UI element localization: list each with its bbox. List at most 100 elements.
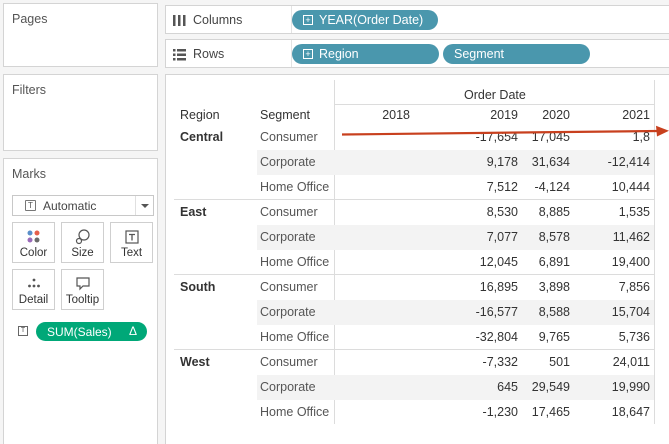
sales-cell[interactable]: 16,895 — [479, 280, 518, 294]
header-rule — [334, 104, 655, 105]
sales-cell[interactable]: -1,230 — [482, 405, 518, 419]
year-order-date-pill[interactable]: + YEAR(Order Date) — [292, 10, 438, 30]
tooltip-label: Tooltip — [65, 294, 100, 306]
row-band — [257, 375, 654, 400]
sales-cell[interactable]: -7,332 — [482, 355, 518, 369]
sales-cell[interactable]: 7,512 — [486, 180, 518, 194]
segment-label[interactable]: Corporate — [260, 155, 316, 169]
segment-label[interactable]: Corporate — [260, 230, 316, 244]
text-button[interactable]: Text — [110, 222, 153, 263]
sales-cell[interactable]: 8,530 — [486, 205, 518, 219]
rows-shelf-label: Rows — [173, 47, 291, 64]
expand-plus-icon[interactable]: + — [303, 49, 313, 59]
annotation-arrow — [341, 125, 669, 137]
sales-cell[interactable]: 17,045 — [531, 130, 570, 144]
segment-label[interactable]: Consumer — [260, 130, 318, 144]
sales-cell[interactable]: 18,647 — [611, 405, 650, 419]
segment-label[interactable]: Consumer — [260, 205, 318, 219]
tooltip-button[interactable]: Tooltip — [61, 269, 104, 310]
sales-cell[interactable]: 1,8 — [632, 130, 650, 144]
segment-label[interactable]: Corporate — [260, 305, 316, 319]
region-divider — [174, 349, 655, 350]
mark-type-label: Automatic — [43, 199, 97, 213]
segment-label[interactable]: Consumer — [260, 280, 318, 294]
row-band — [257, 225, 654, 250]
pages-title: Pages — [12, 12, 48, 26]
segment-header[interactable]: Segment — [260, 108, 311, 122]
sales-cell[interactable]: -32,804 — [475, 330, 518, 344]
sales-cell[interactable]: 8,578 — [538, 230, 570, 244]
sales-cell[interactable]: 9,765 — [538, 330, 570, 344]
sales-cell[interactable]: 10,444 — [611, 180, 650, 194]
region-label[interactable]: Central — [180, 130, 224, 144]
year-header-2018[interactable]: 2018 — [382, 108, 410, 122]
annotation-arrow-head — [656, 125, 669, 137]
sales-cell[interactable]: 15,704 — [611, 305, 650, 319]
region-label[interactable]: West — [180, 355, 210, 369]
mark-type-dropdown[interactable]: T Automatic — [12, 195, 154, 216]
columns-icon — [173, 15, 186, 26]
sales-cell[interactable]: 24,011 — [612, 355, 650, 369]
sales-cell[interactable]: 7,077 — [486, 230, 518, 244]
segment-label[interactable]: Home Office — [260, 330, 330, 344]
sales-cell[interactable]: 11,462 — [612, 230, 650, 244]
expand-plus-icon[interactable]: + — [303, 15, 313, 25]
year-header-2020[interactable]: 2020 — [542, 108, 570, 122]
sales-cell[interactable]: 3,898 — [538, 280, 570, 294]
size-icon — [62, 228, 103, 246]
segment-pill[interactable]: Segment — [443, 44, 590, 64]
sales-cell[interactable]: 19,400 — [611, 255, 650, 269]
size-button[interactable]: Size — [61, 222, 104, 263]
sales-cell[interactable]: 501 — [549, 355, 570, 369]
sales-cell[interactable]: 12,045 — [479, 255, 518, 269]
sales-cell[interactable]: 6,891 — [538, 255, 570, 269]
sales-cell[interactable]: 1,535 — [618, 205, 650, 219]
sales-cell[interactable]: 9,178 — [486, 155, 518, 169]
year-header-2019[interactable]: 2019 — [490, 108, 518, 122]
sales-cell[interactable]: 645 — [497, 380, 518, 394]
region-header[interactable]: Region — [180, 108, 220, 122]
segment-label[interactable]: Home Office — [260, 255, 330, 269]
rows-icon — [173, 49, 186, 61]
sales-cell[interactable]: 8,885 — [538, 205, 570, 219]
text-icon — [111, 228, 152, 246]
detail-button[interactable]: Detail — [12, 269, 55, 310]
color-button[interactable]: Color — [12, 222, 55, 263]
sales-cell[interactable]: 8,588 — [538, 305, 570, 319]
sales-cell[interactable]: 31,634 — [531, 155, 570, 169]
sum-sales-pill[interactable]: SUM(Sales) Δ — [36, 322, 147, 341]
header-divider — [334, 80, 335, 424]
marks-title: Marks — [12, 167, 47, 181]
year-order-date-label: YEAR(Order Date) — [319, 13, 424, 27]
sales-cell[interactable]: -16,577 — [475, 305, 518, 319]
chevron-down-icon[interactable] — [135, 196, 153, 215]
region-pill[interactable]: + Region — [292, 44, 439, 64]
row-band — [257, 300, 654, 325]
annotation-arrow-line — [341, 129, 659, 136]
year-header-2021[interactable]: 2021 — [622, 108, 650, 122]
sales-cell[interactable]: 19,990 — [611, 380, 650, 394]
segment-label[interactable]: Consumer — [260, 355, 318, 369]
sales-cell[interactable]: 5,736 — [618, 330, 650, 344]
tooltip-icon — [62, 275, 103, 293]
sales-cell[interactable]: -12,414 — [607, 155, 650, 169]
size-label: Size — [71, 247, 94, 259]
filters-title: Filters — [12, 83, 47, 97]
filters-card[interactable]: Filters — [3, 74, 158, 151]
region-label[interactable]: East — [180, 205, 207, 219]
columns-label-text: Columns — [193, 13, 243, 27]
sales-cell[interactable]: 7,856 — [618, 280, 650, 294]
text-mark-icon: T — [25, 200, 36, 211]
segment-label[interactable]: Corporate — [260, 380, 316, 394]
sales-cell[interactable]: -4,124 — [534, 180, 570, 194]
columns-shelf-label: Columns — [173, 13, 291, 30]
segment-label[interactable]: Home Office — [260, 180, 330, 194]
region-pill-label: Region — [319, 47, 359, 61]
segment-label[interactable]: Home Office — [260, 405, 330, 419]
rows-shelf[interactable]: Rows + Region Segment — [165, 39, 669, 68]
sales-cell[interactable]: 17,465 — [531, 405, 570, 419]
sales-cell[interactable]: 29,549 — [531, 380, 570, 394]
row-band — [257, 150, 654, 175]
region-label[interactable]: South — [180, 280, 216, 294]
columns-shelf[interactable]: Columns + YEAR(Order Date) — [165, 5, 669, 34]
